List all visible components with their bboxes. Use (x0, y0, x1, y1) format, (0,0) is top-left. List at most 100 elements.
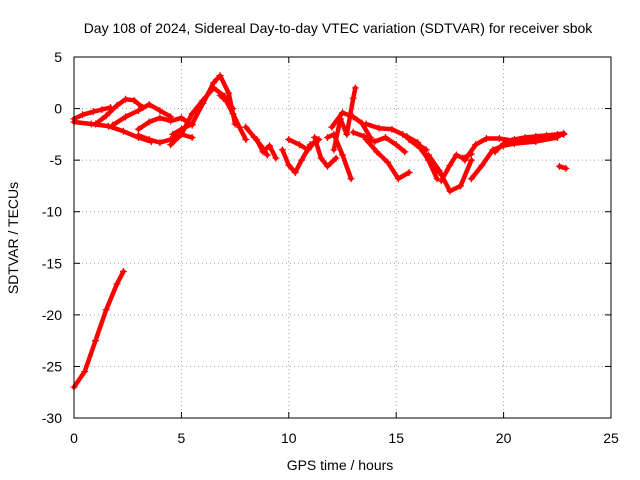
data-point (467, 175, 475, 183)
y-tick-label: 5 (54, 49, 62, 65)
series-track-20 (362, 136, 413, 183)
data-point (416, 144, 424, 152)
data-point (384, 158, 392, 166)
data-point (113, 101, 121, 109)
data-point (156, 107, 164, 115)
data-point (349, 128, 357, 136)
data-point (304, 146, 312, 154)
data-point (257, 142, 265, 150)
series-track-12 (242, 123, 271, 159)
data-point (339, 151, 346, 159)
data-point (119, 127, 127, 135)
x-tick-label: 0 (70, 430, 78, 446)
series-track-06 (134, 114, 196, 133)
data-point (388, 125, 396, 133)
data-point (188, 133, 196, 141)
chart-title: Day 108 of 2024, Sidereal Day-to-day VTE… (84, 20, 594, 36)
data-point (145, 136, 153, 144)
y-tick-label: -5 (50, 152, 63, 168)
axis-ticks: 0 5 10 15 20 25 -30 -25 -20 -15 -10 -5 0 5 (42, 49, 619, 446)
data-point (122, 113, 130, 121)
data-point (102, 306, 110, 314)
data-point (119, 268, 127, 276)
data-point (401, 148, 409, 156)
x-tick-label: 10 (281, 430, 297, 446)
data-point (457, 182, 465, 190)
data-point (177, 114, 185, 122)
data-point (349, 94, 357, 102)
data-point (495, 134, 503, 142)
data-point (145, 118, 153, 126)
data-point (210, 84, 218, 92)
data-point (298, 156, 306, 164)
data-point (167, 141, 175, 149)
data-point (478, 161, 486, 169)
data-point (167, 117, 175, 125)
data-point (375, 124, 383, 132)
data-point (285, 136, 293, 144)
data-point (491, 148, 499, 156)
data-point (79, 111, 87, 119)
y-tick-label: -20 (42, 307, 62, 323)
data-point (332, 154, 340, 162)
data-point (272, 154, 280, 162)
data-point (553, 130, 561, 138)
data-point (216, 72, 224, 80)
data-point (225, 89, 233, 97)
data-point (399, 130, 407, 138)
data-point (188, 120, 196, 128)
data-point (328, 123, 336, 131)
data-point (560, 129, 568, 137)
data-point (343, 130, 351, 138)
data-point (296, 141, 304, 149)
data-point (461, 156, 469, 164)
data-point (446, 161, 454, 169)
data-point (394, 175, 402, 183)
data-point (543, 131, 551, 139)
data-point (235, 123, 243, 131)
data-point (216, 91, 224, 99)
data-point (452, 151, 460, 159)
data-point (156, 114, 164, 122)
data-point (229, 110, 237, 118)
y-axis-label: SDTVAR / TECUs (5, 182, 21, 294)
data-point (562, 164, 570, 172)
data-point (351, 84, 359, 92)
x-tick-label: 20 (496, 430, 512, 446)
data-point (91, 337, 99, 345)
data-point (188, 110, 196, 118)
y-tick-label: -25 (42, 358, 62, 374)
series-line (243, 124, 270, 158)
series-line (350, 130, 408, 155)
series-track-28 (491, 129, 568, 156)
series-line (325, 132, 354, 181)
data-point (510, 136, 518, 144)
data-point (102, 112, 110, 120)
data-point (285, 161, 293, 169)
data-point (435, 166, 443, 174)
data-point (130, 96, 138, 104)
data-point (91, 120, 99, 128)
y-tick-label: -10 (42, 204, 62, 220)
series-line (286, 137, 319, 153)
x-tick-label: 25 (603, 430, 619, 446)
x-axis-label: GPS time / hours (287, 457, 394, 473)
series-track-10 (216, 91, 250, 144)
data-point (113, 280, 121, 288)
data-point (446, 187, 454, 195)
data-point (242, 123, 250, 131)
x-tick-label: 5 (178, 430, 186, 446)
data-point (265, 142, 273, 150)
data-point (278, 146, 286, 154)
data-point (199, 96, 207, 104)
data-point (405, 136, 413, 144)
data-point (362, 136, 370, 144)
data-point (405, 169, 413, 177)
series-line (110, 102, 173, 128)
data-point (482, 134, 490, 142)
data-point (311, 133, 319, 141)
data-point (81, 368, 89, 376)
series-line (71, 269, 126, 390)
data-point (349, 113, 357, 121)
